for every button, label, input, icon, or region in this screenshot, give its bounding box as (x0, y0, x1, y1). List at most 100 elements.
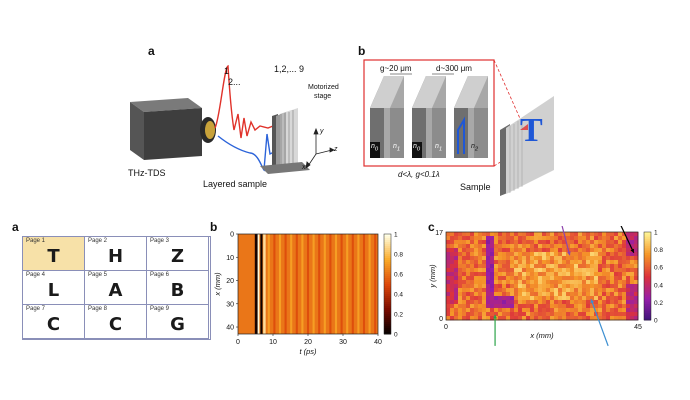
heatmap-cell (478, 240, 483, 245)
heatmap-cell (550, 244, 555, 249)
heatmap-cell (578, 244, 583, 249)
heatmap-cell (574, 288, 579, 293)
heatmap-cell (566, 240, 571, 245)
heatmap-cell (470, 292, 475, 297)
heatmap-cell (626, 284, 631, 289)
heatmap-cell (586, 260, 591, 265)
heatmap-cell (626, 316, 631, 321)
colorbar-segment (384, 280, 391, 283)
heatmap-cell (506, 300, 511, 305)
heatmap-cell (586, 240, 591, 245)
heatmap-cell (598, 276, 603, 281)
heatmap-cell (494, 268, 499, 273)
heatmap-cell (594, 232, 599, 237)
heatmap-cell (590, 296, 595, 301)
heatmap-cell (594, 292, 599, 297)
heatmap-cell (518, 288, 523, 293)
heatmap-cell (506, 260, 511, 265)
heatmap-cell (510, 308, 515, 313)
heatmap-cell (462, 308, 467, 313)
heatmap-cell (458, 316, 463, 321)
x-axis-label: x (mm) (529, 331, 554, 340)
heatmap-cell (490, 244, 495, 249)
heatmap-cell (522, 300, 527, 305)
heatmap-cell (534, 316, 539, 321)
heatmap-cell (610, 248, 615, 253)
page-letter: C (46, 314, 61, 335)
heatmap-cell (530, 300, 535, 305)
heatmap-cell (618, 252, 623, 257)
page-letter: A (108, 280, 123, 301)
x-tick-label: 40 (374, 339, 382, 346)
heatmap-cell (458, 264, 463, 269)
heatmap-cell (586, 300, 591, 305)
heatmap-cell (530, 232, 535, 237)
heatmap-cell (626, 232, 631, 237)
colorbar-segment (644, 300, 651, 303)
heatmap-cell (490, 240, 495, 245)
heatmap-cell (606, 256, 611, 261)
heatmap-cell (598, 236, 603, 241)
heatmap-cell (558, 304, 563, 309)
heatmap-cell (610, 304, 615, 309)
heatmap-cell (462, 292, 467, 297)
heatmap-cell (634, 252, 639, 257)
heatmap-cell (578, 236, 583, 241)
heatmap-cell (634, 316, 639, 321)
heatmap-cell (446, 236, 451, 241)
annotation-arrowhead (493, 314, 497, 319)
heatmap-cell (594, 276, 599, 281)
heatmap-cell (506, 276, 511, 281)
heatmap-cell (606, 280, 611, 285)
heatmap-cell (582, 244, 587, 249)
heatmap-cell (470, 316, 475, 321)
heatmap-cell (542, 232, 547, 237)
heatmap-cell (630, 312, 635, 317)
heatmap-cell (626, 292, 631, 297)
heatmap-cell (458, 256, 463, 261)
heatmap-cell (594, 272, 599, 277)
heatmap-cell (474, 260, 479, 265)
heatmap-cell (530, 252, 535, 257)
heatmap-cell (622, 308, 627, 313)
heatmap-cell (634, 280, 639, 285)
page-number-label: Page 4 (26, 272, 46, 278)
heatmap-cell (606, 304, 611, 309)
heatmap-cell (502, 256, 507, 261)
heatmap-cell (506, 232, 511, 237)
heatmap-cell (506, 316, 511, 321)
heatmap-cell (590, 288, 595, 293)
heatmap-cell (590, 232, 595, 237)
heatmap-cell (634, 272, 639, 277)
heatmap-cell (454, 256, 459, 261)
heatmap-cell (570, 292, 575, 297)
heatmap-cell (530, 256, 535, 261)
heatmap-cell (562, 292, 567, 297)
heatmap-cell (510, 248, 515, 253)
heatmap-cell (546, 300, 551, 305)
heatmap-cell (594, 240, 599, 245)
heatmap-cell (446, 264, 451, 269)
heatmap-cell (574, 264, 579, 269)
heatmap-cell (482, 276, 487, 281)
heatmap-cell (490, 232, 495, 237)
heatmap-cell (458, 252, 463, 257)
heatmap-cell (582, 292, 587, 297)
heatmap-cell (582, 288, 587, 293)
heatmap-cell (602, 276, 607, 281)
heatmap-cell (590, 252, 595, 257)
heatmap-cell (578, 280, 583, 285)
heatmap-cell (514, 300, 519, 305)
heatmap-cell (546, 296, 551, 301)
heatmap-cell (602, 240, 607, 245)
heatmap-cell (590, 312, 595, 317)
heatmap-cell (454, 316, 459, 321)
heatmap-cell (590, 244, 595, 249)
heatmap-cell (454, 300, 459, 305)
heatmap-cell (538, 248, 543, 253)
page-number-label: Page 3 (150, 238, 170, 244)
heatmap-cell (534, 256, 539, 261)
